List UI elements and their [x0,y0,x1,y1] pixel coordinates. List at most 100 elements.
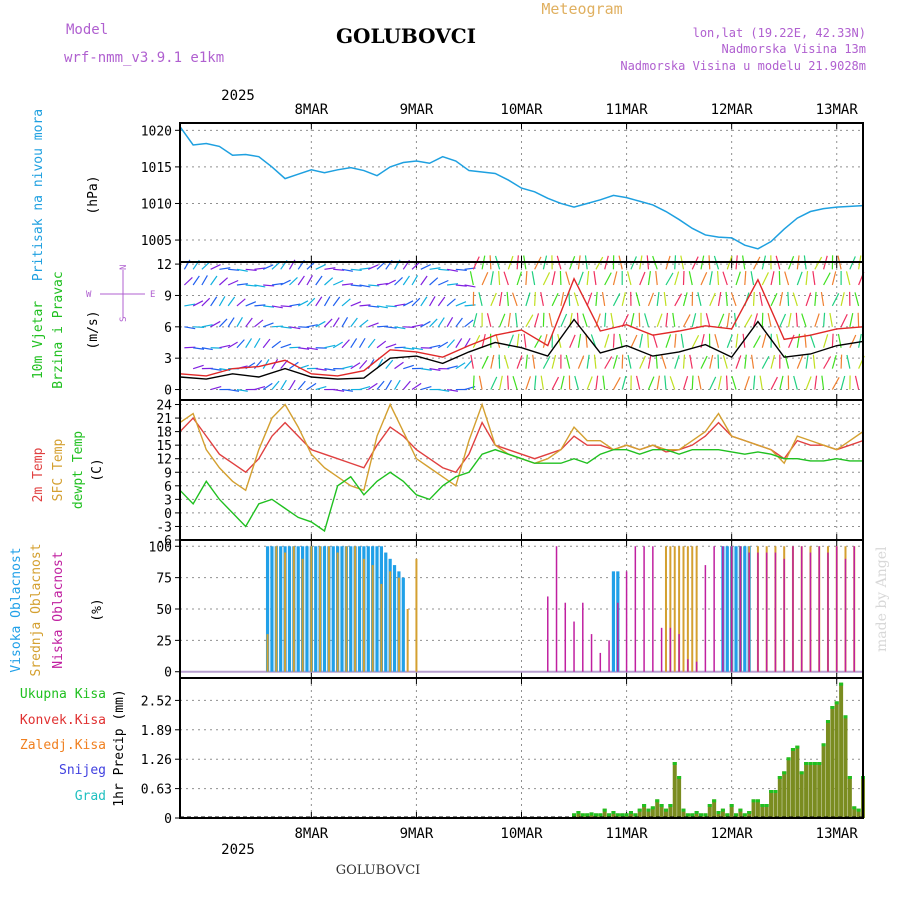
cloud-mid-bar [292,546,295,672]
pressure-panel: Pritisak na nivou mora (hPa) 1005 1010 101… [31,109,864,281]
cloud-high-bar [279,546,283,672]
wind-arrow [812,354,816,369]
wind-arrow [635,292,641,307]
model-elevation-label: Nadmorska Visina u modelu 21.9028m [620,59,866,73]
precip-bar-top [602,808,607,812]
x-day-label-bottom: 9MAR [400,826,434,842]
wind-arrow [236,388,248,392]
wind-arrow [618,333,623,348]
wind-arrow [770,376,778,390]
wind-arrow [726,312,730,327]
wind-arrow [709,376,717,390]
temperature-panel: 2m Temp SFC Temp dewpt Temp (C) -6-30369… [31,399,864,549]
wind-arrow [438,279,449,286]
precip-bar-top [572,813,577,817]
wind-arrow [332,279,344,286]
wind-arrow [437,317,445,328]
wind-arrow [814,313,820,328]
wind-arrow [823,356,832,369]
cloud-high-bar [725,546,729,672]
wind-arrow [656,313,663,328]
cloud-high-bar [349,546,353,672]
wind-arrow [577,333,582,348]
wind-arrow [341,268,353,272]
wind-arrow [271,358,279,369]
elevation-label: Nadmorska Visina 13m [722,42,867,56]
wind-arrow [403,364,414,370]
cloud-ylabel: (%) [90,598,105,621]
precip-bar-top [777,776,782,779]
precip-ylabel: 1hr Precip (mm) [112,689,127,806]
precip-bar [681,808,686,818]
precip-bar-top [843,715,848,719]
wind-arrow [341,365,353,370]
wind-arrow [689,354,693,369]
wind-arrow [394,326,406,330]
precip-bar-top [580,813,585,817]
cloud-low-bar [765,552,768,672]
precip-bar [720,808,725,818]
wind-arrow [411,347,423,351]
wind-arrow [429,296,436,307]
precip-bar-top [769,790,774,793]
wind-arrow [604,356,613,369]
wind-arrow [639,271,646,286]
wind-arrow [280,279,291,286]
precip-bar-top [668,804,673,807]
wind-arrow [324,277,334,286]
wind-arrow [770,354,776,369]
wind-arrow [228,388,240,392]
precip-bar [786,757,791,818]
cloud-low-bar [730,546,733,672]
model-label: Model [66,22,108,38]
wind-arrow [280,326,292,329]
precip-bar-top [790,748,795,751]
y-tick-label: 1010 [141,197,172,212]
cloud-low-bar [643,546,645,672]
wind-arrow [470,354,474,369]
cloud-mid-bar [371,565,374,672]
wind-arrow [236,317,243,328]
y-tick-label: 0 [164,812,172,827]
precip-bar [646,808,651,818]
wind-arrow [812,271,816,286]
wind-arrow [359,359,368,370]
wind-arrow [751,354,755,369]
y-tick-label: 9 [164,466,172,481]
cloud-low-bar [625,571,628,672]
precip-bar-top [729,804,734,807]
y-tick-label: 21 [156,412,172,427]
wind-arrow [385,305,397,308]
precip-bar [839,682,844,818]
wind-arrow [359,267,371,270]
precip-bar-top [585,813,590,817]
wind-arrow [560,292,565,307]
wind-direction-key: W E N S [86,265,155,322]
wind-arrow [472,375,475,390]
cloud-low-bar [599,652,602,672]
temp-ylabel: (C) [90,458,105,481]
wind-arrow [455,268,467,272]
wind-arrow [512,375,518,390]
wind-arrow [788,334,795,348]
precip-bar [712,799,717,818]
wind-arrow [455,362,466,370]
wind-arrow [604,272,612,286]
wind-arrow [697,292,702,307]
wind-arrow [236,298,246,307]
wind-arrow [503,355,509,369]
wind-arrow [464,337,471,349]
wind-arrow [612,377,621,390]
wind-arrow [341,298,351,307]
wind-arrow [621,375,627,390]
wind-arrow [682,354,686,369]
wind-arrow [376,380,385,390]
wind-arrow [402,275,410,286]
wind-arrow [779,313,787,328]
bottom-year-label: 2025 [221,842,255,858]
wind-arrow [647,376,655,390]
precip-bar-top [812,762,817,765]
precip-bar-top [734,813,739,817]
x-day-label-bottom: 8MAR [294,826,328,842]
precip-bar [729,804,734,818]
